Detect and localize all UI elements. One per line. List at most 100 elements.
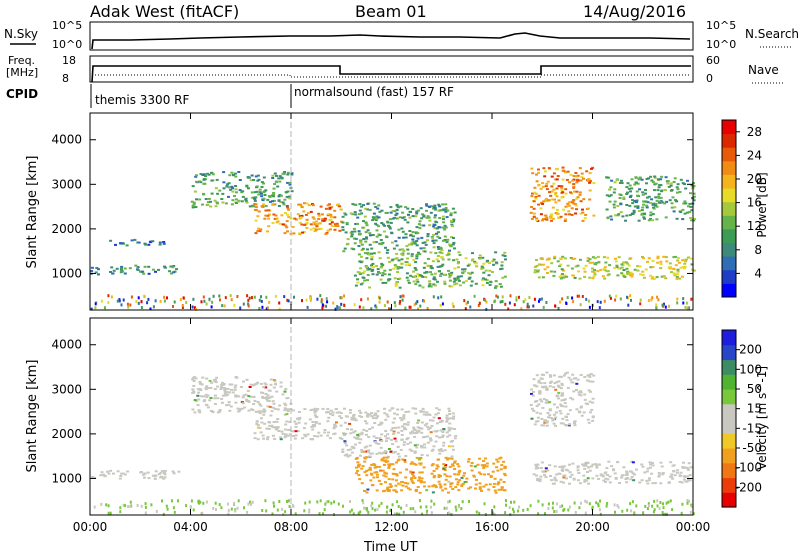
echo-cell	[358, 305, 361, 309]
echo-cell	[409, 471, 413, 474]
echo-cell	[599, 268, 603, 271]
echo-cell	[535, 173, 538, 176]
echo-cell	[595, 501, 598, 505]
echo-cell	[365, 422, 369, 425]
echo-cell	[437, 209, 441, 212]
echo-cell	[274, 382, 278, 385]
echo-cell	[478, 488, 482, 490]
echo-cell	[534, 467, 538, 470]
echo-cell	[269, 414, 273, 417]
echo-cell	[266, 214, 270, 217]
echo-cell	[638, 265, 642, 268]
echo-cell	[435, 227, 439, 230]
echo-cell	[199, 395, 203, 398]
echo-cell	[372, 202, 376, 205]
echo-cell	[448, 249, 451, 252]
echo-cell	[315, 225, 319, 228]
echo-cell	[356, 461, 360, 464]
echo-cell	[684, 258, 688, 261]
echo-cell	[372, 463, 376, 466]
echo-cell	[553, 476, 557, 479]
echo-cell	[406, 248, 410, 251]
echo-cell	[649, 218, 652, 220]
echo-cell	[213, 397, 217, 400]
echo-cell	[434, 440, 438, 443]
echo-cell	[631, 199, 635, 202]
echo-cell	[273, 217, 277, 220]
echo-cell	[588, 198, 592, 201]
echo-cell	[667, 481, 671, 484]
echo-cell	[544, 185, 548, 188]
echo-cell	[326, 229, 330, 232]
echo-cell	[367, 449, 371, 452]
echo-cell	[428, 414, 432, 416]
echo-cell	[329, 215, 333, 218]
echo-cell	[397, 236, 401, 239]
echo-cell	[329, 218, 333, 221]
echo-cell	[327, 213, 331, 216]
echo-cell	[371, 266, 375, 268]
echo-cell	[655, 205, 659, 208]
echo-cell	[401, 230, 405, 233]
echo-cell	[541, 202, 544, 205]
echo-cell	[482, 485, 486, 488]
echo-cell	[360, 255, 363, 258]
echo-cell	[553, 193, 557, 196]
echo-cell	[423, 443, 426, 446]
echo-cell	[353, 274, 357, 277]
echo-cell	[555, 178, 559, 181]
echo-cell	[271, 177, 275, 179]
echo-cell	[655, 199, 659, 202]
echo-cell	[679, 266, 683, 269]
echo-cell	[122, 298, 125, 302]
echo-cell	[542, 424, 546, 427]
echo-cell	[383, 471, 387, 474]
echo-cell	[500, 264, 504, 267]
echo-cell	[321, 303, 324, 307]
echo-cell	[403, 218, 407, 221]
echo-cell	[605, 504, 608, 508]
echo-cell	[305, 298, 308, 302]
echo-cell	[565, 371, 569, 374]
echo-cell	[485, 279, 489, 281]
echo-cell	[375, 473, 379, 476]
echo-cell	[626, 295, 628, 299]
echo-cell	[571, 274, 575, 277]
echo-cell	[408, 448, 412, 451]
echo-cell	[340, 437, 344, 440]
echo-cell	[443, 235, 447, 238]
echo-cell	[358, 409, 362, 412]
echo-cell	[370, 415, 374, 418]
echo-cell	[392, 247, 396, 250]
echo-cell	[286, 173, 290, 176]
echo-cell	[391, 209, 395, 212]
echo-cell	[364, 266, 368, 268]
echo-cell	[570, 207, 574, 210]
echo-cell	[588, 502, 591, 506]
echo-cell	[452, 415, 456, 418]
echo-cell	[561, 276, 565, 279]
echo-cell	[301, 437, 305, 440]
echo-cell	[626, 191, 629, 194]
echo-cell	[445, 418, 449, 421]
echo-cell	[147, 477, 151, 480]
echo-cell	[353, 242, 357, 245]
echo-cell	[386, 460, 390, 463]
echo-cell	[684, 466, 688, 469]
echo-cell	[358, 203, 362, 206]
echo-cell	[198, 198, 202, 201]
echo-cell	[442, 428, 446, 430]
echo-cell	[576, 465, 580, 468]
echo-cell	[407, 213, 410, 216]
echo-cell	[537, 276, 541, 279]
echo-cell	[286, 181, 290, 184]
echo-cell	[391, 407, 395, 410]
echo-cell	[628, 214, 632, 217]
echo-cell	[493, 505, 496, 509]
echo-cell	[557, 397, 560, 400]
echo-cell	[656, 178, 660, 181]
echo-cell	[264, 209, 268, 212]
echo-cell	[282, 203, 286, 206]
echo-cell	[573, 424, 577, 427]
